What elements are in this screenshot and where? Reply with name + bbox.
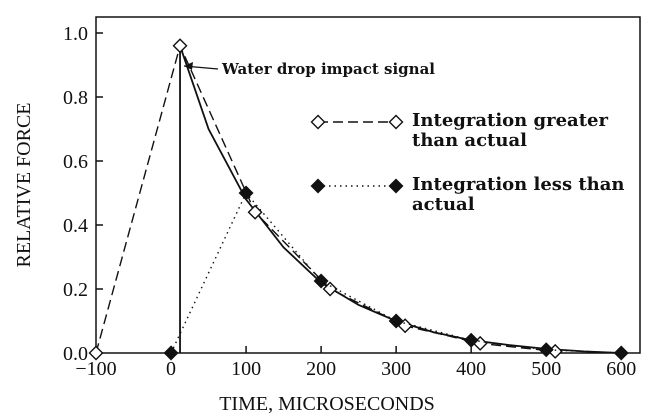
annotation: Water drop impact signal [221,60,435,78]
marker [88,345,104,361]
x-tick-label: 300 [381,358,411,380]
x-tick-label: 500 [531,358,561,380]
y-tick-label: 0.0 [63,343,88,365]
y-tick-label: 0.6 [63,151,88,173]
annotation-arrowhead [184,62,193,70]
x-tick-label: 600 [606,358,636,380]
x-tick-label: 100 [231,358,261,380]
x-axis-label: TIME, MICROSECONDS [219,393,435,415]
x-tick-label: −100 [75,358,116,380]
legend-label: Integration less than actual [412,174,625,215]
marker [247,204,263,220]
y-tick-label: 0.2 [63,279,88,301]
marker [322,281,338,297]
marker [538,342,554,358]
legend-marker [310,178,326,194]
marker [238,185,254,201]
legend-label: Integration greater than actual [412,110,608,151]
x-tick-label: 200 [306,358,336,380]
y-tick-label: 0.4 [63,215,88,237]
series-line [179,45,622,354]
marker [388,313,404,329]
series-line [170,191,622,354]
marker [463,332,479,348]
plot-frame [95,16,641,354]
y-tick-label: 1.0 [63,23,88,45]
marker [163,345,179,361]
marker [313,273,329,289]
x-tick-label: 400 [456,358,486,380]
legend-marker [388,178,404,194]
y-tick-label: 0.8 [63,87,88,109]
x-tick-label: 0 [166,358,176,380]
y-axis-label: RELATIVE FORCE [13,103,35,268]
marker [613,345,629,361]
marker [172,38,188,54]
legend-marker [310,114,326,130]
legend-marker [388,114,404,130]
